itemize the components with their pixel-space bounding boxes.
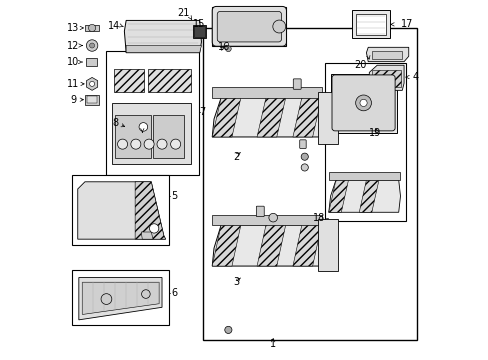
FancyBboxPatch shape [331, 75, 394, 131]
Bar [203, 28, 416, 339]
Polygon shape [78, 182, 165, 239]
Text: 4: 4 [412, 72, 418, 82]
Text: 18: 18 [312, 213, 325, 222]
Bar [330, 74, 396, 134]
Circle shape [157, 139, 167, 149]
Text: 15: 15 [192, 19, 204, 29]
Circle shape [225, 46, 231, 51]
Text: 11: 11 [67, 79, 79, 89]
Circle shape [144, 139, 154, 149]
Bar [85, 95, 99, 105]
Circle shape [88, 24, 96, 32]
Text: 3: 3 [233, 277, 239, 287]
Bar [113, 69, 144, 92]
Bar [325, 63, 405, 221]
Polygon shape [366, 47, 408, 62]
FancyBboxPatch shape [217, 12, 281, 42]
Bar [147, 69, 190, 92]
Polygon shape [79, 278, 162, 320]
Bar [317, 92, 337, 144]
Bar [193, 26, 204, 37]
Polygon shape [212, 98, 321, 137]
Text: 7: 7 [199, 107, 205, 117]
Polygon shape [292, 225, 321, 266]
Text: 13: 13 [67, 23, 79, 33]
Bar [356, 14, 385, 35]
Bar [212, 87, 321, 98]
Circle shape [272, 20, 285, 33]
Polygon shape [82, 282, 159, 315]
Bar [192, 25, 206, 39]
Circle shape [131, 139, 141, 149]
Polygon shape [212, 225, 241, 266]
Polygon shape [328, 180, 400, 212]
Circle shape [301, 164, 308, 171]
FancyBboxPatch shape [256, 206, 264, 217]
Circle shape [86, 40, 98, 51]
Circle shape [139, 123, 147, 131]
Polygon shape [359, 180, 378, 212]
Circle shape [142, 290, 150, 298]
Bar [212, 7, 285, 45]
Bar [212, 215, 321, 225]
Circle shape [268, 213, 277, 222]
Text: 14: 14 [107, 21, 120, 31]
Text: 8: 8 [112, 118, 118, 128]
Text: 17: 17 [400, 19, 412, 30]
Text: 12: 12 [67, 41, 79, 50]
Bar [351, 10, 389, 39]
Bar [328, 172, 400, 180]
FancyBboxPatch shape [212, 6, 286, 46]
Circle shape [170, 139, 180, 149]
Bar [106, 51, 199, 175]
Bar [317, 220, 337, 271]
Text: 20: 20 [353, 59, 366, 69]
FancyBboxPatch shape [293, 79, 301, 89]
Circle shape [355, 95, 371, 111]
Bar [371, 70, 400, 87]
Bar [153, 116, 183, 158]
Bar [371, 51, 402, 59]
Bar [112, 103, 190, 164]
Text: 10: 10 [67, 57, 79, 67]
Polygon shape [86, 77, 98, 90]
Bar [72, 270, 169, 325]
Polygon shape [141, 232, 153, 239]
Text: 9: 9 [70, 95, 76, 105]
Circle shape [89, 43, 94, 48]
Polygon shape [368, 65, 403, 90]
Circle shape [359, 99, 366, 107]
Polygon shape [126, 45, 201, 53]
Bar [86, 58, 97, 66]
Text: 1: 1 [269, 339, 276, 349]
Polygon shape [292, 98, 321, 137]
Circle shape [149, 224, 159, 233]
Circle shape [89, 81, 94, 86]
Text: 16: 16 [218, 42, 230, 52]
Polygon shape [328, 180, 348, 212]
Bar [86, 96, 97, 103]
Polygon shape [212, 98, 241, 137]
Bar [72, 175, 169, 244]
Polygon shape [257, 225, 285, 266]
Bar [85, 25, 99, 31]
Bar [115, 116, 151, 158]
Polygon shape [257, 98, 285, 137]
Circle shape [101, 294, 112, 305]
Text: 6: 6 [171, 288, 177, 298]
Polygon shape [124, 21, 201, 53]
Circle shape [224, 326, 231, 333]
Polygon shape [212, 225, 321, 266]
Text: 19: 19 [368, 128, 381, 138]
FancyBboxPatch shape [299, 140, 305, 148]
Text: 5: 5 [171, 191, 177, 201]
Circle shape [301, 153, 308, 160]
Circle shape [117, 139, 127, 149]
Text: 2: 2 [233, 152, 239, 162]
Text: 21: 21 [177, 8, 189, 18]
Polygon shape [135, 182, 165, 239]
